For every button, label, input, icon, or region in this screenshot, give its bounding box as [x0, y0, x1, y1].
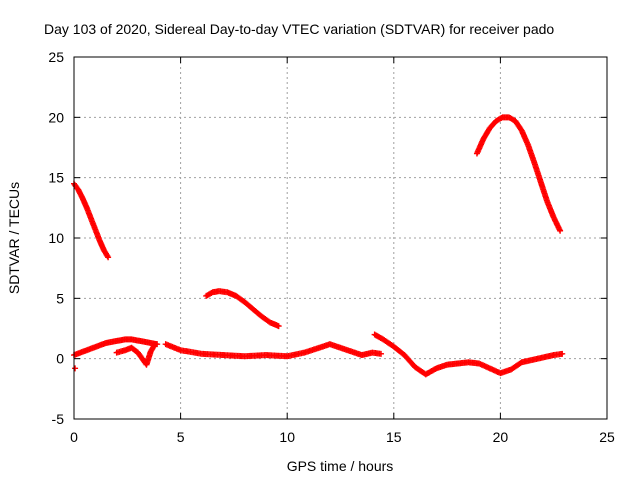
data-point-marker	[559, 350, 566, 357]
y-tick-label: 20	[48, 109, 64, 125]
data-point-marker	[151, 342, 158, 349]
data-point-marker	[275, 323, 282, 330]
x-tick-label: 5	[177, 429, 185, 445]
data-point-marker	[557, 227, 564, 234]
y-axis-label: SDTVAR / TECUs	[6, 182, 22, 294]
series-arc-5	[113, 341, 159, 368]
data-series	[71, 114, 566, 378]
data-point-marker	[72, 365, 79, 372]
series-point-1	[72, 365, 79, 372]
x-tick-label: 15	[386, 429, 402, 445]
series-arc-1	[71, 180, 112, 261]
y-tick-label: 10	[48, 230, 64, 246]
y-tick-label: 0	[56, 351, 64, 367]
data-point-marker	[152, 341, 159, 348]
data-point-marker	[105, 254, 112, 261]
chart-title: Day 103 of 2020, Sidereal Day-to-day VTE…	[44, 21, 554, 37]
plot-border	[73, 56, 608, 420]
x-tick-label: 10	[279, 429, 295, 445]
y-tick-label: 15	[48, 170, 64, 186]
series-arc-6	[162, 341, 385, 360]
y-tick-label: 25	[48, 49, 64, 65]
x-tick-label: 20	[493, 429, 509, 445]
series-arc-3	[473, 114, 564, 234]
data-point-marker	[104, 253, 111, 260]
x-tick-label: 25	[599, 429, 615, 445]
series-arc-7	[371, 331, 566, 378]
x-axis-label: GPS time / hours	[287, 458, 394, 474]
y-tick-label: 5	[56, 290, 64, 306]
series-arc-2	[203, 288, 282, 330]
x-tick-label: 0	[70, 429, 78, 445]
data-point-marker	[378, 350, 385, 357]
y-tick-label: -5	[52, 411, 65, 427]
